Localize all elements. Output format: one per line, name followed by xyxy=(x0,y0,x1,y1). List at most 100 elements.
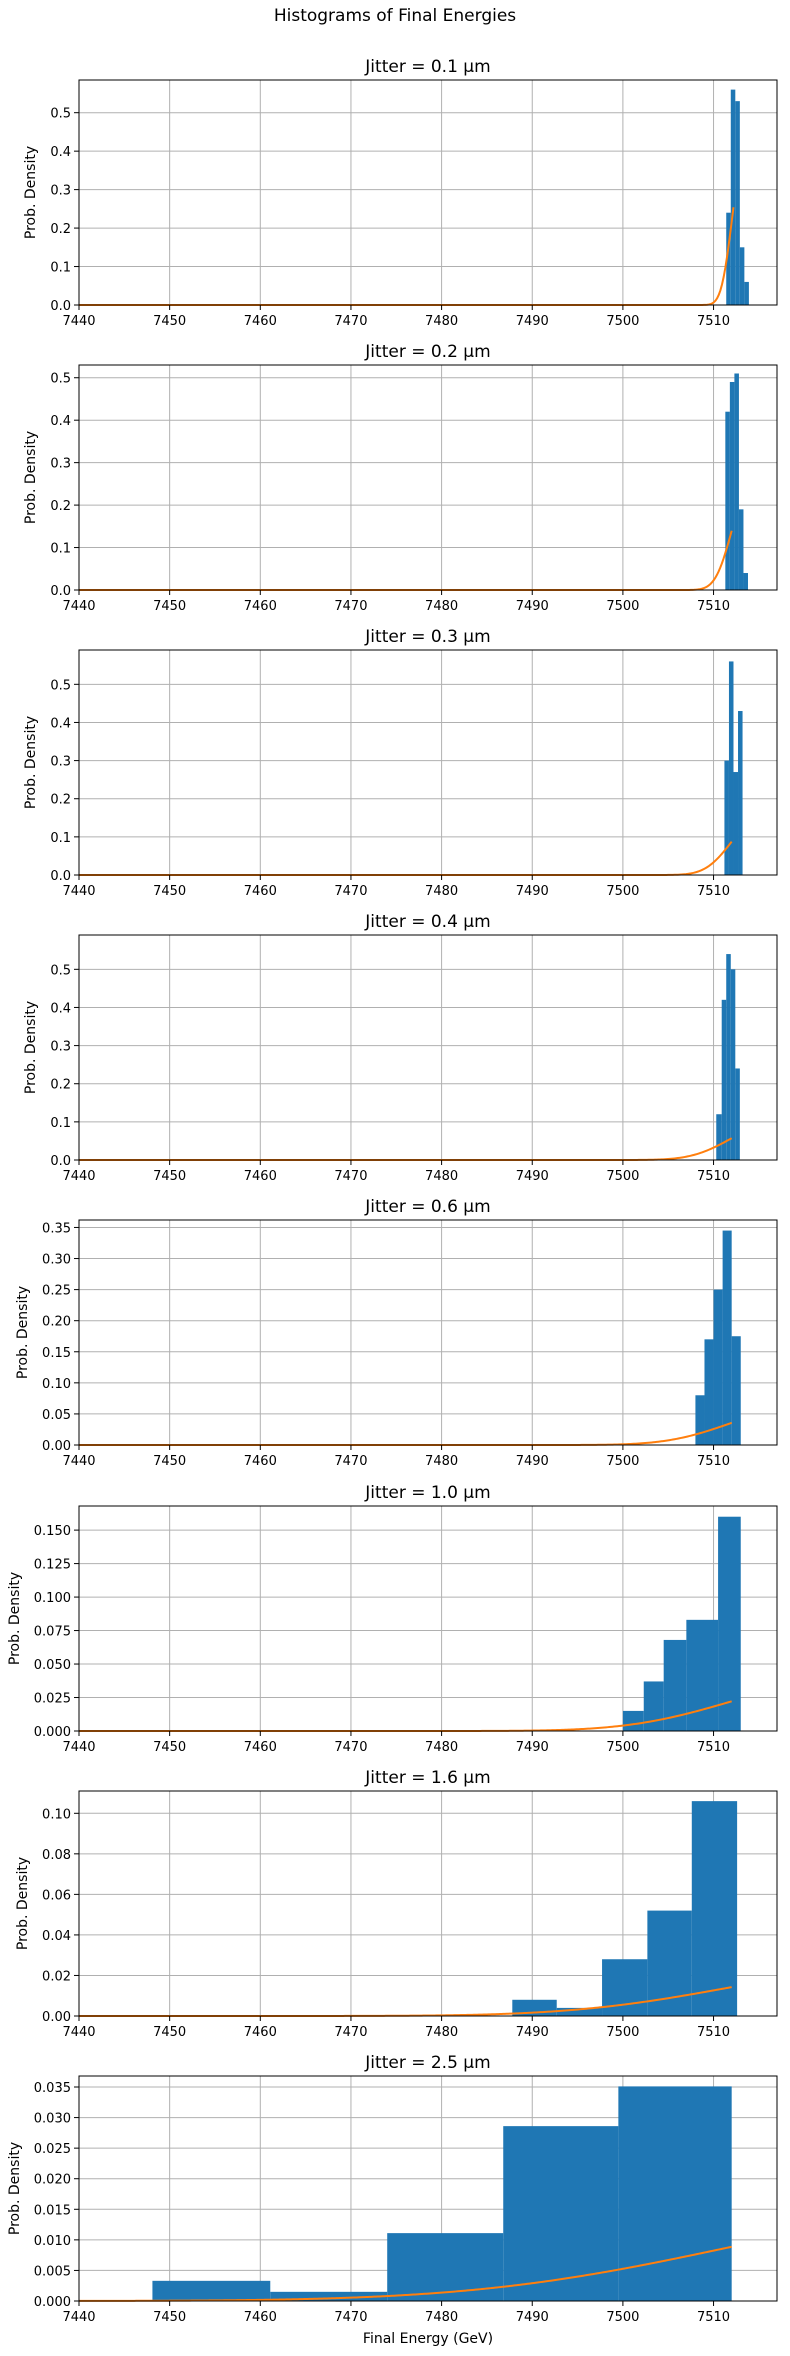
x-tick-label: 7440 xyxy=(62,599,95,614)
axes-frame xyxy=(78,649,778,876)
histogram-bar xyxy=(713,1289,723,1445)
histogram-bar xyxy=(731,1336,741,1445)
y-tick-label: 0.0 xyxy=(50,869,71,884)
histogram-bar xyxy=(729,381,735,590)
x-tick-label: 7470 xyxy=(334,1454,367,1469)
y-tick-label: 0.4 xyxy=(50,1001,71,1016)
y-tick-label: 0.3 xyxy=(50,1040,71,1055)
histogram-bar xyxy=(721,999,727,1160)
y-tick-label: 0.5 xyxy=(50,107,71,122)
y-tick-label: 0.0 xyxy=(50,1154,71,1169)
x-tick-label: 7500 xyxy=(606,2310,639,2325)
y-tick-label: 0.035 xyxy=(34,2081,71,2096)
subplot-6: 7440 7450 7460 7470 7480 7490 7500 7510 0.000 0.0… xyxy=(7,1483,778,1755)
x-tick-label: 7440 xyxy=(62,314,95,329)
x-tick-label: 7460 xyxy=(244,2310,277,2325)
x-tick-label: 7450 xyxy=(153,2310,186,2325)
y-tick-label: 0.2 xyxy=(50,499,71,514)
y-tick-label: 0.5 xyxy=(50,963,71,978)
subplot-title: Jitter = 0.4 μm xyxy=(364,912,490,932)
y-tick-label: 0.125 xyxy=(34,1558,71,1573)
x-tick-label: 7480 xyxy=(425,599,458,614)
y-tick-label: 0.02 xyxy=(42,1969,71,1984)
axes-frame xyxy=(78,934,778,1161)
subplot-1: 7440 7450 7460 7470 7480 7490 7500 7510 0.0 0.1 0.… xyxy=(23,57,778,329)
subplot-title: Jitter = 0.3 μm xyxy=(364,627,490,647)
y-tick-label: 0.4 xyxy=(50,145,71,160)
fit-curve-line xyxy=(79,1421,733,1446)
y-axis-label: Prob. Density xyxy=(23,431,39,524)
x-tick-label: 7500 xyxy=(606,2025,639,2040)
x-tick-label: 7450 xyxy=(153,2025,186,2040)
y-tick-label: 0.25 xyxy=(42,1284,71,1299)
x-tick-label: 7450 xyxy=(153,314,186,329)
x-tick-label: 7450 xyxy=(153,1454,186,1469)
x-tick-label: 7510 xyxy=(697,599,730,614)
histogram-bar xyxy=(556,2007,603,2016)
histogram-bar xyxy=(686,1619,719,1731)
y-tick-label: 0.4 xyxy=(50,414,71,429)
x-tick-label: 7470 xyxy=(334,2310,367,2325)
axes-frame xyxy=(78,79,778,306)
histogram-bar xyxy=(718,1516,741,1731)
axes-frame xyxy=(78,1790,778,2017)
x-tick-label: 7510 xyxy=(697,2025,730,2040)
y-axis-label: Prob. Density xyxy=(15,1857,31,1950)
axes-frame xyxy=(78,1505,778,1732)
y-tick-label: 0.2 xyxy=(50,793,71,808)
subplot-5: 7440 7450 7460 7470 7480 7490 7500 7510 0.00 0.05… xyxy=(15,1197,778,1469)
fit-curve-line xyxy=(79,530,733,591)
y-tick-label: 0.1 xyxy=(50,542,71,557)
histogram-bar xyxy=(739,247,745,305)
x-tick-label: 7460 xyxy=(244,2025,277,2040)
subplot-3: 7440 7450 7460 7470 7480 7490 7500 7510 0.0 0.1 0.… xyxy=(23,627,778,899)
y-tick-label: 0.4 xyxy=(50,716,71,731)
y-tick-label: 0.5 xyxy=(50,372,71,387)
histogram-bar xyxy=(734,373,739,590)
histogram-bar xyxy=(152,2280,271,2301)
y-tick-label: 0.05 xyxy=(42,1408,71,1423)
x-tick-label: 7470 xyxy=(334,599,367,614)
y-tick-label: 0.150 xyxy=(34,1524,71,1539)
histogram-bar xyxy=(691,1801,738,2016)
x-tick-label: 7480 xyxy=(425,1169,458,1184)
histogram-bar xyxy=(728,661,734,875)
x-tick-label: 7480 xyxy=(425,2310,458,2325)
x-tick-label: 7480 xyxy=(425,314,458,329)
y-tick-label: 0.000 xyxy=(34,1725,71,1740)
y-tick-label: 0.1 xyxy=(50,831,71,846)
x-tick-label: 7510 xyxy=(697,1169,730,1184)
x-tick-label: 7440 xyxy=(62,1454,95,1469)
subplot-title: Jitter = 2.5 μm xyxy=(364,2053,490,2073)
histogram-bar xyxy=(270,2291,388,2301)
y-axis-label: Prob. Density xyxy=(7,2142,23,2235)
x-tick-label: 7510 xyxy=(697,1454,730,1469)
x-tick-label: 7450 xyxy=(153,1740,186,1755)
histogram-bar xyxy=(503,2126,619,2301)
histogram-bar xyxy=(602,1959,648,2016)
histogram-bar xyxy=(695,1395,705,1445)
x-tick-label: 7470 xyxy=(334,2025,367,2040)
x-tick-label: 7470 xyxy=(334,884,367,899)
subplot-2: 7440 7450 7460 7470 7480 7490 7500 7510 0.0 0.1 0.… xyxy=(23,342,778,614)
y-tick-label: 0.075 xyxy=(34,1625,71,1640)
y-axis-label: Prob. Density xyxy=(15,1286,31,1379)
x-tick-label: 7490 xyxy=(516,1454,549,1469)
histogram-bar xyxy=(735,101,740,306)
y-tick-label: 0.030 xyxy=(34,2112,71,2127)
y-tick-label: 0.5 xyxy=(50,678,71,693)
x-tick-label: 7460 xyxy=(244,314,277,329)
y-tick-label: 0.06 xyxy=(42,1888,71,1903)
histogram-bar xyxy=(387,2233,504,2301)
histogram-bar xyxy=(643,1681,664,1731)
y-tick-label: 0.10 xyxy=(42,1807,71,1822)
x-tick-label: 7460 xyxy=(244,884,277,899)
y-tick-label: 0.15 xyxy=(42,1346,71,1361)
histogram-bar xyxy=(725,411,730,590)
y-tick-label: 0.30 xyxy=(42,1253,71,1268)
x-tick-label: 7500 xyxy=(606,314,639,329)
y-tick-label: 0.0 xyxy=(50,299,71,314)
subplot-7: 7440 7450 7460 7470 7480 7490 7500 7510 0.00 0.02… xyxy=(15,1768,778,2040)
histogram-bar xyxy=(738,711,743,875)
